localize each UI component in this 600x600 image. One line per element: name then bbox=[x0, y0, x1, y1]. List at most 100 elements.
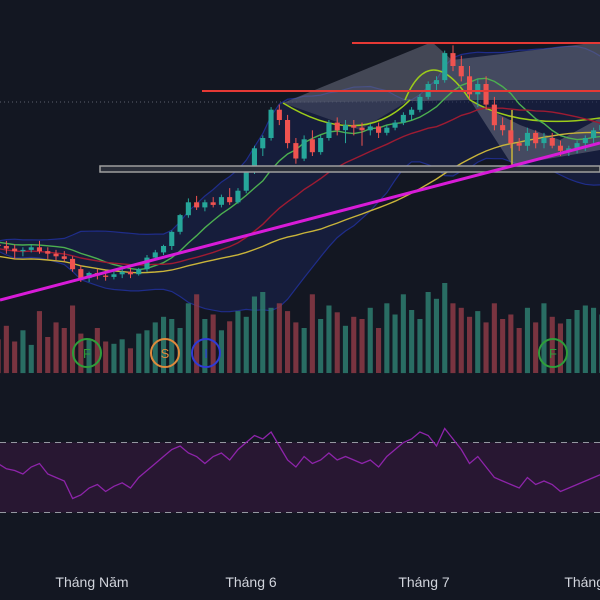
volume-bar bbox=[70, 305, 76, 373]
candle-body bbox=[268, 109, 274, 138]
candle-body bbox=[318, 138, 324, 153]
candle-body bbox=[53, 253, 59, 257]
candle-body bbox=[582, 138, 588, 144]
candle bbox=[508, 120, 514, 149]
sma-fast-line bbox=[0, 77, 600, 271]
candle bbox=[301, 135, 307, 162]
event-marker-label: I bbox=[204, 346, 208, 361]
volume-bar bbox=[582, 305, 588, 373]
volume-bar bbox=[136, 333, 142, 373]
volume-bar bbox=[202, 319, 208, 373]
candle bbox=[28, 244, 34, 253]
volume-bar bbox=[61, 328, 67, 373]
support-zone[interactable] bbox=[99, 165, 600, 173]
volume-bar bbox=[276, 303, 282, 374]
volume-bar bbox=[251, 296, 257, 373]
volume-bar bbox=[557, 323, 563, 373]
candle-body bbox=[185, 202, 191, 216]
volume-bar bbox=[367, 307, 373, 374]
volume-bar bbox=[541, 303, 547, 374]
volume-bar bbox=[309, 294, 315, 374]
candle bbox=[218, 194, 224, 208]
candle-body bbox=[45, 251, 51, 254]
candle-body bbox=[227, 197, 233, 203]
candle-body bbox=[210, 202, 216, 205]
volume-bar bbox=[185, 303, 191, 374]
candle-body bbox=[260, 138, 266, 149]
candle bbox=[285, 114, 291, 149]
candle-body bbox=[103, 275, 109, 277]
volume-bar bbox=[409, 310, 415, 373]
candle bbox=[243, 168, 249, 194]
candle-body bbox=[541, 138, 547, 144]
event-marker-1[interactable]: F bbox=[72, 338, 102, 368]
candle bbox=[433, 76, 439, 92]
candle-body bbox=[0, 244, 1, 246]
volume-bar bbox=[194, 294, 200, 374]
volume-bar bbox=[574, 310, 580, 373]
candle-body bbox=[334, 122, 340, 131]
candle-body bbox=[301, 139, 307, 159]
uptrend-line[interactable] bbox=[0, 141, 600, 302]
candle-body bbox=[574, 143, 580, 149]
candle-body bbox=[591, 130, 597, 138]
candle bbox=[169, 230, 175, 250]
x-axis-label-june: Tháng 6 bbox=[225, 574, 277, 590]
candle bbox=[450, 45, 456, 72]
volume-bar bbox=[318, 319, 324, 373]
candle bbox=[574, 140, 580, 154]
candle bbox=[475, 78, 481, 108]
candle bbox=[111, 271, 117, 280]
event-marker-label: F bbox=[83, 346, 91, 361]
candle bbox=[177, 213, 183, 235]
candle-body bbox=[351, 125, 357, 128]
candle-body bbox=[557, 145, 563, 151]
drawing-tools[interactable] bbox=[0, 42, 600, 302]
volume-bar bbox=[235, 311, 241, 373]
volume-bar bbox=[103, 341, 109, 373]
candle-body bbox=[28, 247, 34, 250]
volume-bar bbox=[516, 328, 522, 373]
volume-bar bbox=[36, 311, 42, 373]
event-marker-3[interactable]: I bbox=[191, 338, 221, 368]
candle bbox=[194, 195, 200, 210]
candle bbox=[268, 107, 274, 141]
candle-body bbox=[61, 256, 67, 259]
volume-bar bbox=[566, 319, 572, 373]
candle-body bbox=[161, 246, 167, 253]
volume-bar bbox=[483, 322, 489, 373]
candle bbox=[119, 269, 125, 279]
volume-bar bbox=[326, 305, 332, 373]
event-marker-label: F bbox=[549, 346, 557, 361]
candle-body bbox=[384, 127, 390, 133]
volume-bar bbox=[293, 322, 299, 373]
volume-bar bbox=[417, 319, 423, 373]
event-marker-4[interactable]: F bbox=[538, 338, 568, 368]
candle-body bbox=[144, 257, 150, 270]
volume-bar bbox=[376, 328, 382, 373]
candle-body bbox=[12, 248, 18, 252]
volume-bar bbox=[342, 325, 348, 374]
candle bbox=[409, 107, 415, 120]
event-marker-2[interactable]: S bbox=[150, 338, 180, 368]
volume-bar bbox=[591, 307, 597, 374]
volume-bar bbox=[144, 330, 150, 374]
volume-bar bbox=[3, 325, 9, 374]
event-marker-circle bbox=[72, 338, 102, 368]
candle bbox=[127, 267, 133, 279]
candle bbox=[334, 117, 340, 136]
candle bbox=[20, 247, 26, 257]
candle-body bbox=[359, 127, 365, 131]
candle bbox=[367, 123, 373, 136]
candle-body bbox=[127, 271, 133, 275]
volume-bar bbox=[433, 298, 439, 374]
candle-body bbox=[549, 138, 555, 146]
volume-bar bbox=[351, 316, 357, 374]
harmonic-pattern-lower bbox=[283, 100, 470, 130]
volume-bar bbox=[442, 283, 448, 373]
candle-body bbox=[450, 53, 456, 66]
candle-body bbox=[251, 148, 257, 172]
